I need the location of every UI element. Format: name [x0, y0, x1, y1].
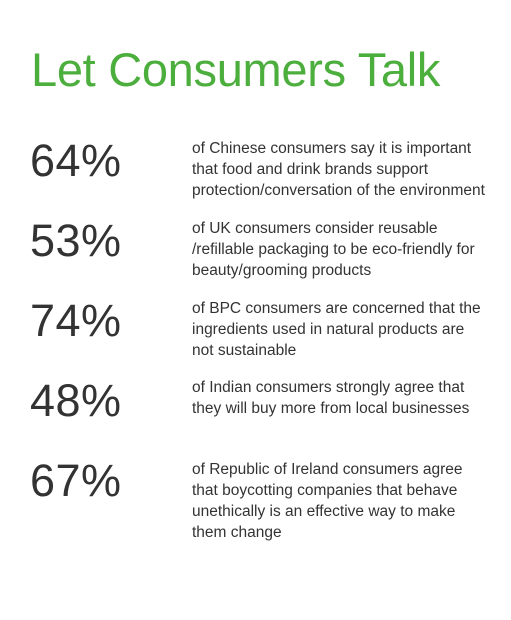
stat-percentage: 48%	[30, 375, 122, 426]
stat-percentage: 64%	[30, 135, 122, 186]
stat-description: of Indian consumers strongly agree that …	[192, 377, 507, 419]
stat-description-line: that boycotting companies that behave	[192, 482, 458, 499]
stat-description-line: of Chinese consumers say it is important	[192, 140, 472, 157]
stat-description-line: not sustainable	[192, 342, 297, 359]
stat-description-line: of Indian consumers strongly agree that	[192, 379, 465, 396]
stat-description-line: of Republic of Ireland consumers agree	[192, 461, 463, 478]
stat-description-line: ingredients used in natural products are	[192, 321, 465, 338]
stat-description: of Republic of Ireland consumers agree t…	[192, 459, 507, 543]
stat-percentage: 53%	[30, 215, 122, 266]
stat-description-line: beauty/grooming products	[192, 262, 372, 279]
stat-description-line: them change	[192, 524, 282, 541]
stat-description-line: of UK consumers consider reusable	[192, 220, 438, 237]
stat-description-line: /refillable packaging to be eco-friendly…	[192, 241, 475, 258]
stat-percentage: 67%	[30, 455, 122, 506]
stat-percentage: 74%	[30, 295, 122, 346]
stat-description-line: of BPC consumers are concerned that the	[192, 300, 481, 317]
stat-description: of UK consumers consider reusable /refil…	[192, 218, 507, 281]
stat-description-line: protection/conversation of the environme…	[192, 182, 485, 199]
stat-description: of BPC consumers are concerned that the …	[192, 298, 507, 361]
stat-description: of Chinese consumers say it is important…	[192, 138, 507, 201]
stat-description-line: unethically is an effective way to make	[192, 503, 456, 520]
stat-description-line: that food and drink brands support	[192, 161, 429, 178]
page-title: Let Consumers Talk	[31, 43, 441, 96]
stat-description-line: they will buy more from local businesses	[192, 400, 470, 417]
